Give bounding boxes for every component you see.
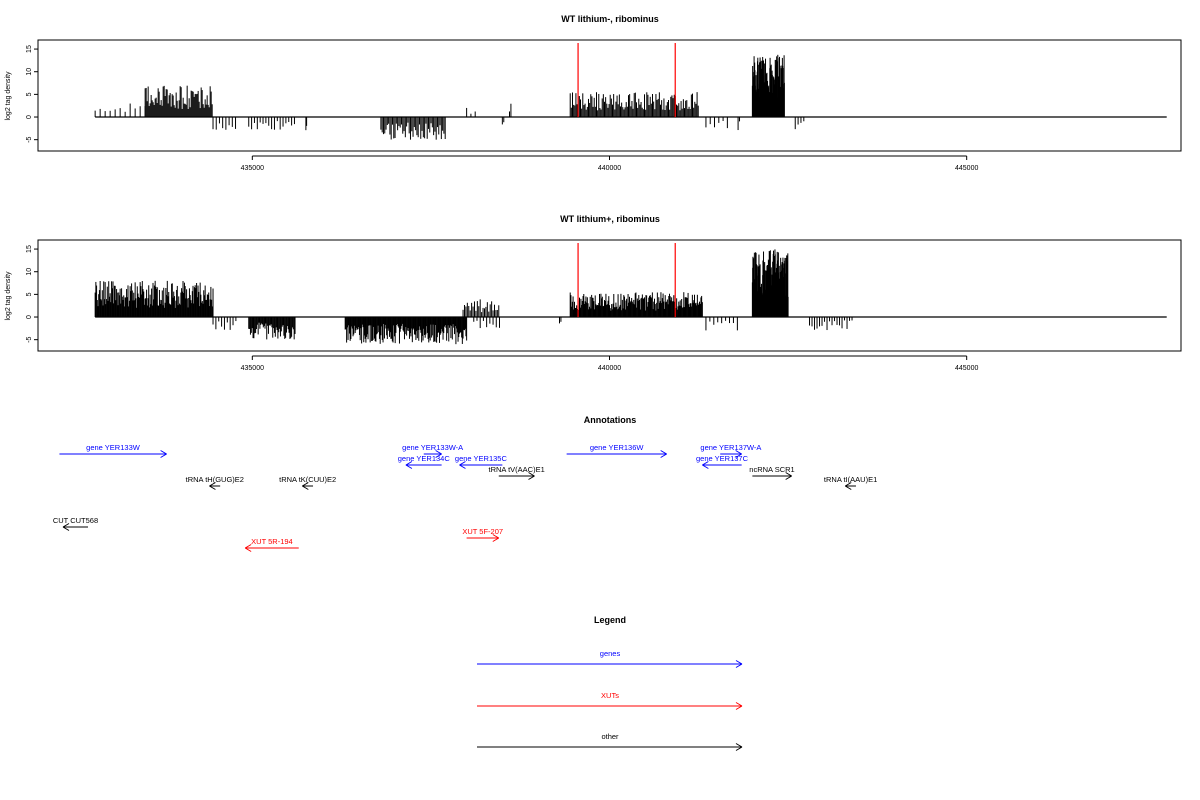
y-axis-label: log2 tag density (5, 71, 12, 121)
legend-label: genes (600, 649, 621, 658)
annotation-arrow (566, 450, 667, 458)
annotation-arrow (844, 482, 856, 490)
annotation-label: gene YER133W-A (402, 443, 463, 452)
y-tick-label: 15 (26, 45, 33, 53)
axes-group: -5 0 5 10 15 435000 440000 445000 (26, 245, 978, 372)
annotation-arrow (702, 461, 742, 469)
annotation-label: gene YER134C (398, 454, 451, 463)
annotation-label: XUT 5R-194 (251, 537, 293, 546)
annotation-arrow (209, 482, 221, 490)
y-tick-label: 0 (26, 315, 33, 319)
y-tick-label: 5 (26, 292, 33, 296)
y-tick-label: 5 (26, 92, 33, 96)
legend-panel: Legend genes XUTs other (477, 615, 743, 751)
y-tick-label: 0 (26, 115, 33, 119)
panel-title: WT lithium-, ribominus (561, 14, 659, 24)
axes-group: -5 0 5 10 15 435000 440000 445000 (26, 45, 978, 172)
annotation-arrow (244, 544, 299, 552)
annotation-arrow (423, 450, 442, 458)
annotation-label: gene YER135C (455, 454, 508, 463)
annotation-label: CUT CUT568 (53, 516, 98, 525)
track-panel-lithium-minus: WT lithium-, ribominus -5 0 5 10 15 435000 440… (5, 14, 1182, 172)
annotation-arrow (498, 472, 535, 480)
annotation-arrow (59, 450, 167, 458)
legend-items: genes XUTs other (477, 649, 743, 751)
annotation-arrow (405, 461, 442, 469)
annotation-arrow (459, 461, 503, 469)
annotation-label: XUT 5F-207 (462, 527, 503, 536)
legend-arrow (477, 660, 743, 668)
x-tick-label: 445000 (955, 165, 978, 172)
bars-group (94, 43, 1167, 140)
annotations-panel: Annotations gene YER133W gene YER133W-Age… (53, 415, 877, 552)
y-tick-label: 10 (26, 268, 33, 276)
track-panel-lithium-plus: WT lithium+, ribominus -5 0 5 10 15 435000 440… (5, 214, 1182, 372)
x-tick-label: 440000 (598, 365, 621, 372)
legend-arrow (477, 743, 743, 751)
annotation-label: tRNA tH(GUG)E2 (186, 475, 244, 484)
annotation-arrow (752, 472, 792, 480)
annotation-label: tRNA tK(CUU)E2 (279, 475, 336, 484)
annotation-arrow (466, 534, 500, 542)
x-tick-label: 440000 (598, 165, 621, 172)
x-tick-label: 435000 (241, 165, 264, 172)
annotation-label: tRNA tV(AAC)E1 (488, 465, 544, 474)
x-tick-label: 435000 (241, 365, 264, 372)
legend-label: other (601, 732, 619, 741)
annotation-label: ncRNA SCR1 (749, 465, 794, 474)
annotation-arrow (302, 482, 314, 490)
y-tick-label: -5 (26, 336, 33, 342)
y-axis-label: log2 tag density (5, 271, 12, 321)
annotations-title: Annotations (584, 415, 637, 425)
x-tick-label: 445000 (955, 365, 978, 372)
legend-label: XUTs (601, 691, 619, 700)
annotation-label: tRNA tI(AAU)E1 (824, 475, 877, 484)
panel-title: WT lithium+, ribominus (560, 214, 660, 224)
plot-frame (37, 39, 1182, 152)
annotation-arrow (62, 523, 89, 531)
annotation-arrow (720, 450, 742, 458)
y-tick-label: -5 (26, 136, 33, 142)
annotation-label: gene YER133W (86, 443, 141, 452)
legend-title: Legend (594, 615, 626, 625)
legend-arrow (477, 702, 743, 710)
y-tick-label: 10 (26, 68, 33, 76)
y-tick-label: 15 (26, 245, 33, 253)
annotation-items: gene YER133W gene YER133W-A gene YER134C ge… (53, 443, 877, 552)
annotation-label: gene YER137W-A (700, 443, 761, 452)
plot-frame (37, 239, 1182, 352)
annotation-label: gene YER136W (590, 443, 645, 452)
bars-group (94, 243, 1167, 345)
annotation-label: gene YER137C (696, 454, 749, 463)
